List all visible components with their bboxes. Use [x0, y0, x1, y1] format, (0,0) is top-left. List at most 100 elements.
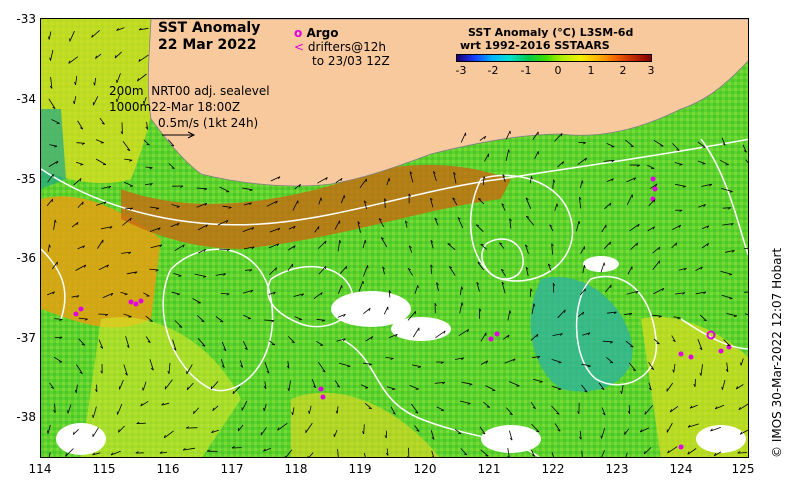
- current-arrow-head: [143, 100, 145, 104]
- current-arrow: [687, 423, 699, 428]
- current-arrow-head: [485, 455, 489, 457]
- current-arrow-head: [730, 223, 734, 226]
- current-arrow: [365, 336, 373, 342]
- current-arrow: [146, 121, 148, 130]
- current-arrow: [501, 203, 506, 211]
- current-arrow-head: [251, 246, 255, 250]
- current-arrow: [726, 313, 737, 317]
- current-arrow-head: [611, 178, 614, 182]
- current-arrow-head: [609, 341, 613, 344]
- scale-arrow-icon: [162, 131, 196, 139]
- current-arrow: [552, 333, 563, 336]
- current-arrow: [92, 406, 97, 418]
- current-arrow: [552, 386, 562, 390]
- current-arrow-head: [452, 197, 456, 200]
- current-arrow: [47, 173, 54, 183]
- current-arrow: [549, 224, 554, 232]
- current-arrow: [525, 267, 529, 276]
- current-arrow-head: [320, 292, 323, 296]
- current-arrow: [75, 384, 78, 393]
- current-arrow-head: [157, 227, 161, 231]
- current-arrow: [606, 143, 615, 148]
- current-arrow: [380, 237, 388, 248]
- current-arrow: [485, 385, 496, 391]
- current-arrow: [242, 340, 248, 350]
- current-arrow: [196, 202, 207, 208]
- current-arrow: [264, 381, 267, 389]
- current-arrow-head: [120, 131, 123, 135]
- current-arrow-head: [223, 273, 226, 276]
- current-arrow: [95, 158, 107, 165]
- current-arrow: [318, 361, 326, 373]
- current-arrow-head: [415, 411, 419, 414]
- current-arrow-head: [679, 209, 683, 213]
- current-arrow: [53, 356, 63, 363]
- current-arrow: [91, 30, 100, 38]
- current-arrow-head: [501, 268, 504, 272]
- current-arrow: [547, 263, 552, 271]
- current-arrow-head: [667, 450, 670, 454]
- current-arrow-head: [467, 403, 471, 405]
- current-arrow-head: [436, 282, 439, 286]
- current-arrow-head: [339, 240, 342, 244]
- current-arrow-head: [49, 244, 51, 248]
- current-arrow-head: [65, 453, 67, 457]
- current-arrow-head: [739, 431, 743, 435]
- current-arrow-head: [182, 447, 186, 451]
- current-arrow-head: [743, 150, 747, 153]
- current-arrow-head: [54, 219, 57, 223]
- current-arrow: [695, 291, 706, 295]
- current-arrow-head: [703, 291, 707, 295]
- current-arrow-head: [92, 414, 94, 418]
- current-arrow-head: [653, 199, 656, 203]
- current-arrow: [697, 160, 706, 164]
- current-arrow: [122, 141, 131, 151]
- current-arrow-head: [206, 449, 210, 452]
- current-arrow: [196, 315, 205, 322]
- current-arrow: [67, 404, 72, 414]
- current-arrow: [648, 361, 655, 370]
- current-arrow: [404, 220, 408, 228]
- current-arrow-head: [76, 295, 80, 298]
- current-arrow-head: [582, 311, 585, 315]
- current-arrow: [529, 288, 532, 297]
- current-arrow-head: [533, 303, 536, 307]
- current-arrow-head: [463, 453, 468, 456]
- current-arrow: [334, 380, 341, 388]
- current-arrow: [672, 143, 680, 151]
- current-arrow-head: [479, 308, 482, 312]
- current-arrow-head: [687, 424, 691, 428]
- current-arrow: [745, 159, 748, 164]
- current-arrow-head: [80, 127, 83, 130]
- current-arrow-head: [82, 245, 85, 249]
- current-arrow: [242, 227, 254, 232]
- current-arrow-head: [277, 227, 281, 231]
- current-arrow: [364, 402, 372, 410]
- current-arrow-head: [362, 431, 365, 435]
- current-arrow: [333, 429, 338, 437]
- current-arrow-head: [461, 302, 464, 306]
- current-arrow-head: [636, 164, 640, 167]
- current-arrow-head: [714, 406, 718, 410]
- current-arrow: [723, 339, 731, 347]
- lat-tick: -36: [16, 251, 36, 265]
- current-arrow: [142, 381, 147, 391]
- current-arrow: [695, 266, 703, 271]
- current-arrow: [294, 183, 301, 190]
- current-arrow-head: [129, 159, 133, 162]
- current-arrow: [196, 187, 208, 190]
- current-arrow: [149, 227, 161, 232]
- current-arrow-head: [485, 360, 489, 364]
- current-arrow: [243, 246, 255, 250]
- current-arrow: [362, 362, 372, 365]
- current-arrow: [505, 149, 509, 162]
- current-arrow-head: [747, 164, 748, 166]
- current-arrow: [382, 266, 385, 275]
- current-arrow-head: [443, 330, 446, 334]
- current-arrow-head: [347, 365, 351, 368]
- current-arrow: [740, 429, 748, 435]
- current-arrow: [672, 224, 681, 231]
- current-arrow-head: [370, 336, 374, 340]
- current-arrow-head: [678, 224, 682, 228]
- current-arrow: [430, 240, 434, 249]
